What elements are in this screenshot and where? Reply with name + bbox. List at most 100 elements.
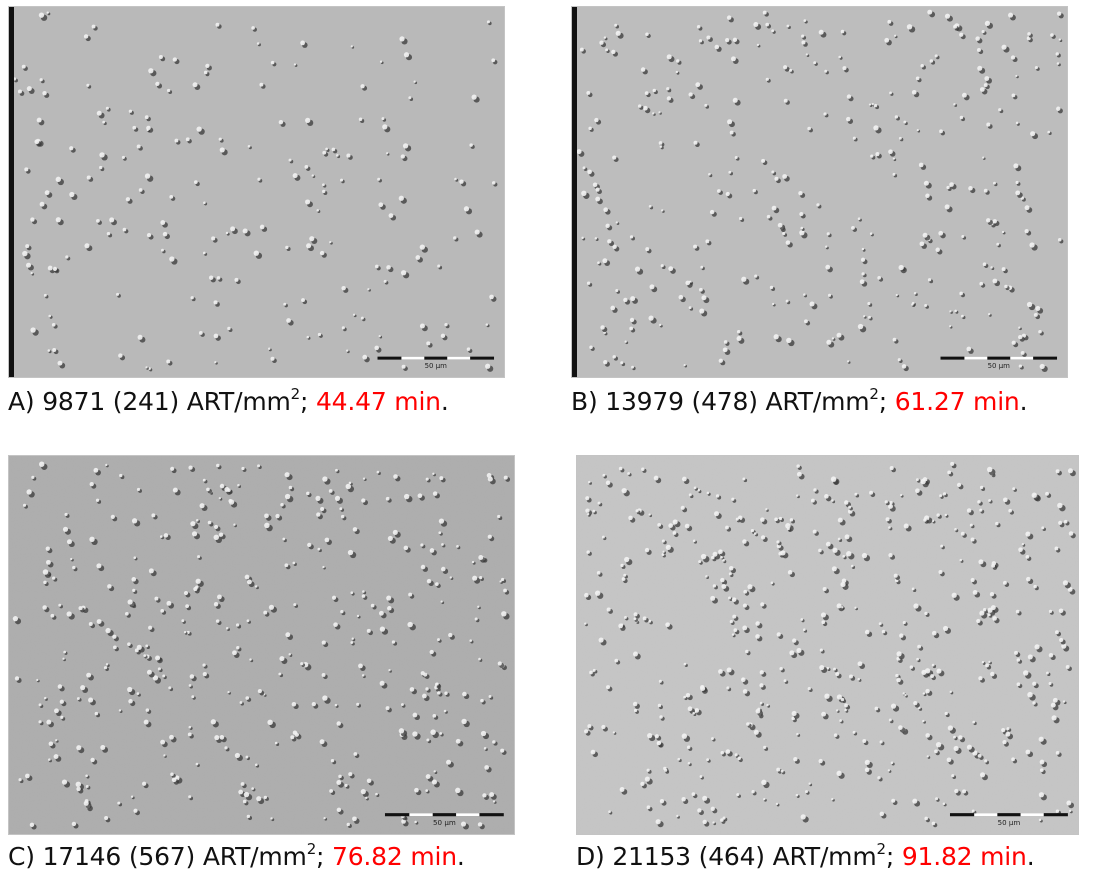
etch-pit-highlight — [915, 478, 919, 482]
etch-pit-highlight — [644, 547, 650, 553]
etch-pit-highlight — [760, 602, 765, 607]
etch-pit-highlight — [959, 115, 964, 120]
etch-pit-highlight — [1038, 792, 1045, 798]
etch-pit-highlight — [94, 711, 99, 716]
etch-pit-highlight — [774, 517, 778, 522]
etch-pit-highlight — [844, 708, 847, 712]
etch-pit-highlight — [859, 279, 865, 285]
etch-pit-highlight — [729, 620, 733, 624]
etch-pit-highlight — [169, 256, 175, 262]
etch-pit-highlight — [863, 315, 866, 318]
etch-pit-highlight — [624, 556, 630, 563]
etch-pit-highlight — [1016, 658, 1021, 662]
etch-pit-highlight — [311, 701, 316, 707]
etch-pit-highlight — [154, 596, 159, 601]
etch-pit-highlight — [720, 750, 724, 755]
etch-pit-highlight — [723, 340, 728, 344]
etch-pit-highlight — [1048, 609, 1053, 613]
etch-pit-highlight — [385, 496, 390, 501]
micrograph-image: 50 μm — [8, 6, 505, 378]
etch-pit-highlight — [145, 644, 149, 648]
etch-pit-highlight — [783, 65, 788, 70]
caption-period: . — [1019, 387, 1028, 416]
etch-pit-highlight — [78, 606, 83, 611]
etch-pit-highlight — [697, 808, 702, 813]
etch-pit-highlight — [911, 303, 914, 306]
etch-pit-highlight — [924, 668, 931, 674]
etch-pit-highlight — [469, 143, 473, 147]
etch-pit-highlight — [696, 25, 701, 29]
etch-pit-highlight — [988, 660, 991, 664]
etch-pit-highlight — [196, 126, 202, 132]
etch-pit-highlight — [842, 555, 846, 558]
etch-pit-highlight — [615, 30, 621, 36]
etch-pit-highlight — [830, 476, 837, 482]
etch-pit-highlight — [432, 472, 435, 475]
etch-pit-highlight — [268, 604, 275, 610]
etch-pit-highlight — [612, 355, 616, 359]
etch-pit-highlight — [1039, 759, 1045, 765]
etch-pit-highlight — [759, 701, 763, 705]
etch-pit-highlight — [632, 701, 638, 707]
etch-pit-highlight — [202, 663, 206, 667]
etch-pit-highlight — [736, 793, 740, 797]
etch-pit-highlight — [938, 230, 944, 236]
etch-pit-highlight — [848, 505, 852, 509]
etch-pit-highlight — [949, 325, 952, 328]
etch-pit-highlight — [195, 578, 201, 584]
etch-pit-highlight — [51, 322, 56, 327]
etch-pit-highlight — [1033, 312, 1038, 317]
etch-pit-highlight — [927, 9, 933, 15]
etch-pit-highlight — [69, 146, 74, 151]
etch-pit-highlight — [1015, 180, 1019, 185]
panel-caption: C) 17146 (567) ART/mm2; 76.82 min. — [8, 841, 465, 872]
etch-pit-highlight — [441, 543, 444, 546]
etch-pit-highlight — [251, 787, 255, 790]
etch-pit-highlight — [288, 158, 292, 162]
etch-pit-highlight — [637, 104, 642, 108]
etch-pit-highlight — [852, 730, 856, 734]
etch-pit-highlight — [197, 555, 201, 559]
etch-pit-highlight — [877, 275, 882, 280]
etch-pit-highlight — [606, 685, 611, 690]
etch-pit-highlight — [867, 302, 871, 306]
etch-pit-highlight — [1061, 643, 1067, 649]
etch-pit-highlight — [942, 492, 947, 496]
etch-pit-highlight — [592, 668, 596, 672]
etch-pit-highlight — [195, 762, 199, 766]
etch-pit-highlight — [293, 603, 297, 607]
etch-pit-highlight — [750, 528, 755, 533]
etch-pit-highlight — [658, 111, 661, 114]
etch-pit-highlight — [597, 501, 601, 505]
etch-pit-highlight — [761, 779, 767, 786]
etch-pit-highlight — [701, 295, 707, 301]
etch-pit-highlight — [477, 605, 480, 608]
etch-pit-highlight — [385, 706, 390, 711]
scale-bar-label: 50 μm — [988, 362, 1010, 370]
etch-pit-highlight — [594, 117, 599, 123]
caption-separator: ; — [316, 842, 325, 871]
etch-pit-highlight — [877, 776, 881, 780]
micrograph-grain — [577, 456, 1078, 834]
etch-pit-highlight — [875, 152, 880, 157]
etch-pit-highlight — [854, 492, 858, 496]
etch-pit-highlight — [737, 756, 741, 761]
etch-pit-highlight — [771, 205, 777, 211]
etch-pit-highlight — [683, 695, 687, 699]
etch-pit-highlight — [275, 513, 280, 519]
etch-pit-highlight — [629, 235, 634, 239]
caption-period: . — [440, 387, 449, 416]
etch-pit-highlight — [279, 656, 285, 662]
etch-pit-highlight — [127, 642, 131, 646]
etch-pit-highlight — [59, 699, 64, 704]
etch-pit-highlight — [497, 514, 501, 519]
etch-pit-highlight — [648, 619, 652, 623]
etch-pit-highlight — [22, 250, 28, 257]
etch-pit-highlight — [944, 711, 948, 716]
etch-pit-highlight — [259, 224, 265, 230]
etch-pit-highlight — [718, 549, 723, 555]
etch-pit-highlight — [889, 501, 893, 505]
etch-pit-highlight — [1022, 670, 1029, 676]
etch-pit-highlight — [256, 796, 262, 802]
etch-pit-highlight — [966, 508, 972, 513]
